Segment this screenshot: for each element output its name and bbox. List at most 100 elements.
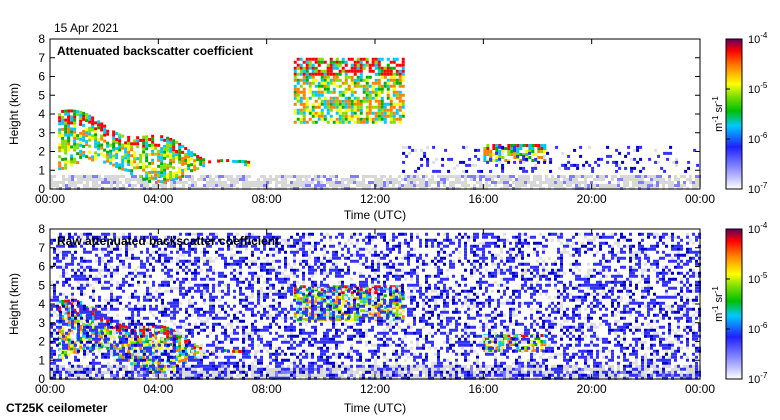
heatmap-cell bbox=[362, 84, 366, 88]
heatmap-cell bbox=[70, 127, 74, 131]
heatmap-cell bbox=[95, 184, 98, 187]
heatmap-cell bbox=[674, 365, 677, 368]
heatmap-cell bbox=[456, 163, 460, 167]
heatmap-cell bbox=[425, 371, 428, 374]
heatmap-cell bbox=[73, 157, 77, 161]
heatmap-cell bbox=[73, 118, 77, 122]
heatmap-cell bbox=[170, 298, 173, 302]
heatmap-cell bbox=[398, 69, 402, 73]
heatmap-cell bbox=[326, 84, 330, 88]
heatmap-cell bbox=[176, 256, 179, 260]
heatmap-cell bbox=[371, 84, 375, 88]
heatmap-cell bbox=[145, 144, 149, 148]
heatmap-cell bbox=[422, 181, 425, 184]
heatmap-cell bbox=[374, 114, 378, 118]
heatmap-cell bbox=[359, 57, 363, 61]
heatmap-cell bbox=[149, 322, 152, 326]
heatmap-cell bbox=[182, 368, 185, 371]
heatmap-cell bbox=[118, 335, 122, 339]
heatmap-cell bbox=[113, 337, 116, 341]
heatmap-cell bbox=[155, 289, 158, 293]
heatmap-cell bbox=[166, 163, 170, 167]
heatmap-cell bbox=[56, 247, 59, 251]
heatmap-cell bbox=[155, 349, 158, 353]
heatmap-cell bbox=[194, 181, 197, 184]
heatmap-cell bbox=[335, 105, 339, 109]
heatmap-cell bbox=[188, 280, 191, 284]
heatmap-cell bbox=[371, 181, 374, 184]
heatmap-cell bbox=[317, 57, 321, 61]
heatmap-cell bbox=[163, 337, 167, 341]
heatmap-cell bbox=[377, 57, 381, 61]
heatmap-cell bbox=[89, 232, 92, 236]
heatmap-cell bbox=[115, 328, 119, 332]
heatmap-cell bbox=[193, 355, 197, 359]
heatmap-cell bbox=[422, 368, 425, 371]
heatmap-cell bbox=[89, 259, 92, 263]
heatmap-cell bbox=[182, 286, 185, 290]
heatmap-cell bbox=[103, 130, 107, 134]
heatmap-cell bbox=[68, 316, 71, 320]
heatmap-cell bbox=[347, 96, 351, 100]
heatmap-cell bbox=[395, 108, 399, 112]
heatmap-cell bbox=[611, 374, 614, 377]
heatmap-cell bbox=[341, 374, 344, 377]
heatmap-cell bbox=[389, 99, 393, 103]
heatmap-cell bbox=[326, 90, 330, 94]
heatmap-cell bbox=[104, 175, 107, 178]
heatmap-cell bbox=[389, 374, 392, 377]
heatmap-cell bbox=[335, 318, 339, 322]
heatmap-cell bbox=[74, 232, 77, 236]
heatmap-cell bbox=[431, 181, 434, 184]
heatmap-cell bbox=[380, 66, 384, 70]
heatmap-cell bbox=[131, 271, 134, 275]
heatmap-cell bbox=[149, 286, 152, 290]
heatmap-cell bbox=[137, 310, 140, 314]
heatmap-cell bbox=[209, 184, 212, 187]
heatmap-cell bbox=[537, 144, 541, 147]
heatmap-cell bbox=[329, 57, 333, 61]
heatmap-cell bbox=[71, 319, 74, 323]
heatmap-cell bbox=[647, 184, 650, 187]
heatmap-cell bbox=[179, 253, 182, 257]
heatmap-cell bbox=[483, 340, 487, 343]
heatmap-cell bbox=[576, 166, 580, 170]
heatmap-cell bbox=[184, 161, 188, 165]
heatmap-cell bbox=[377, 84, 381, 88]
heatmap-cell bbox=[671, 184, 674, 187]
heatmap-cell bbox=[335, 178, 338, 181]
heatmap-cell bbox=[62, 178, 65, 181]
heatmap-cell bbox=[509, 175, 512, 178]
heatmap-cell bbox=[287, 184, 290, 187]
heatmap-cell bbox=[91, 116, 95, 120]
heatmap-cell bbox=[347, 57, 351, 61]
heatmap-cell bbox=[193, 346, 197, 350]
heatmap-cell bbox=[308, 87, 312, 91]
heatmap-cell bbox=[248, 184, 251, 187]
heatmap-cell bbox=[510, 153, 514, 156]
heatmap-cell bbox=[127, 156, 131, 160]
heatmap-cell bbox=[518, 178, 521, 181]
heatmap-cell bbox=[683, 175, 686, 178]
heatmap-cell bbox=[374, 105, 378, 109]
heatmap-cell bbox=[392, 90, 396, 94]
heatmap-cell bbox=[494, 175, 497, 178]
heatmap-cell bbox=[338, 99, 342, 103]
heatmap-cell bbox=[149, 274, 152, 278]
heatmap-cell bbox=[311, 63, 315, 67]
heatmap-cell bbox=[341, 184, 344, 187]
heatmap-cell bbox=[353, 102, 357, 106]
heatmap-cell bbox=[428, 184, 431, 187]
heatmap-cell bbox=[527, 175, 530, 178]
heatmap-cell bbox=[362, 175, 365, 178]
heatmap-cell bbox=[446, 365, 449, 368]
heatmap-cell bbox=[465, 145, 469, 149]
heatmap-cell bbox=[230, 178, 233, 181]
heatmap-cell bbox=[509, 178, 512, 181]
heatmap-cell bbox=[56, 367, 59, 371]
heatmap-cell bbox=[188, 289, 191, 293]
heatmap-cell bbox=[402, 145, 406, 149]
heatmap-cell bbox=[95, 373, 98, 377]
heatmap-cell bbox=[498, 340, 502, 343]
heatmap-cell bbox=[477, 169, 481, 173]
